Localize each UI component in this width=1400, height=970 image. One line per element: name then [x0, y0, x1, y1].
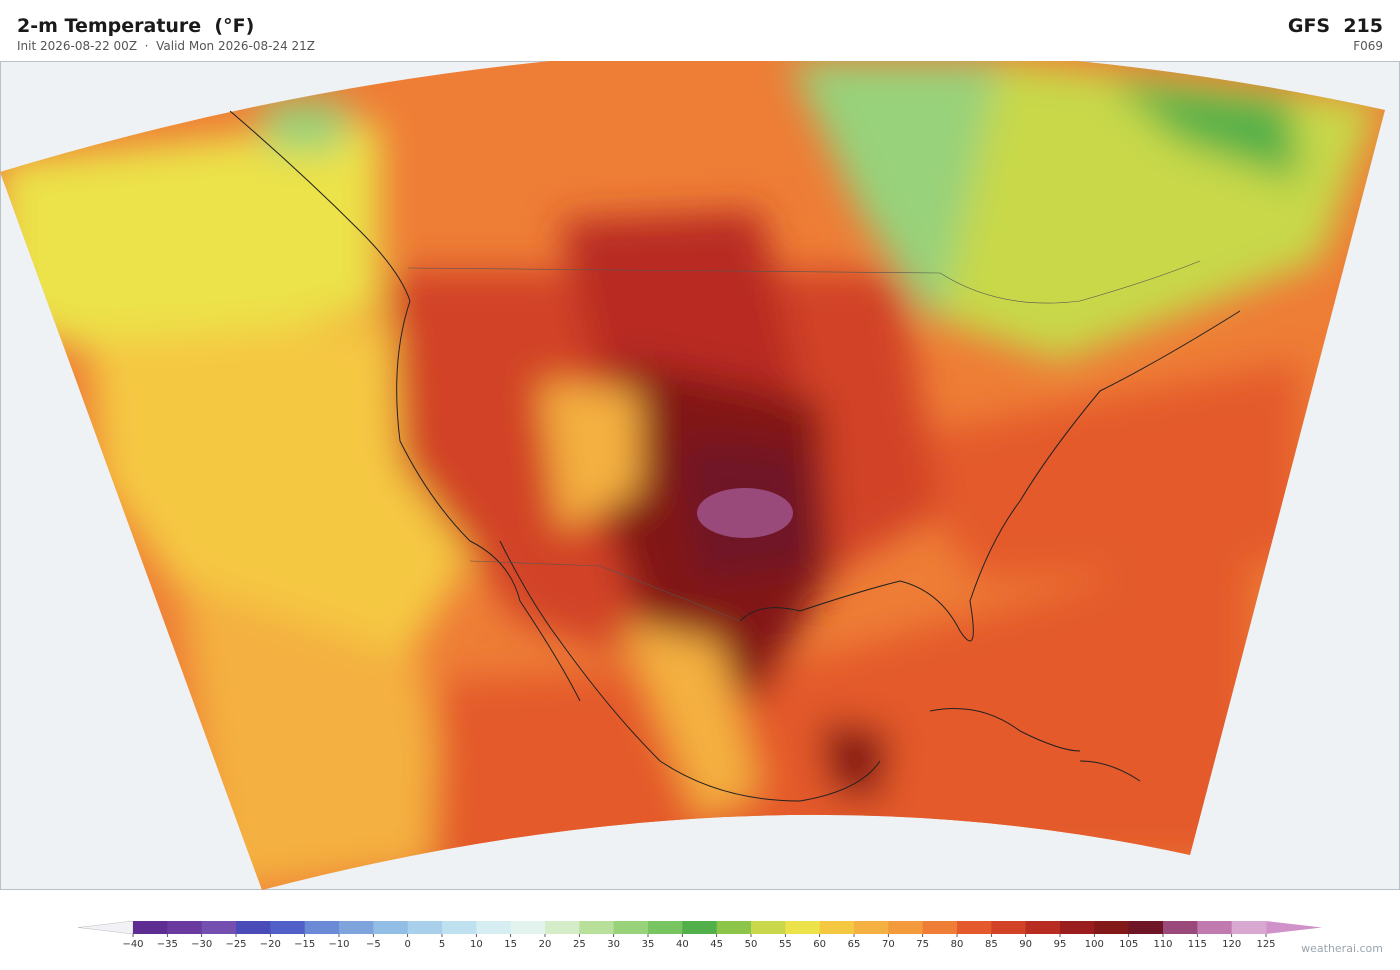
colorbar-tick-label: 40	[676, 939, 689, 950]
colorbar-tick-label: 25	[573, 939, 586, 950]
colorbar-tick-label: 60	[813, 939, 826, 950]
colorbar-extend-low	[77, 920, 134, 935]
colorbar-segment	[957, 921, 992, 934]
colorbar-tick-label: 65	[848, 939, 861, 950]
colorbar-tick-label: 50	[745, 939, 758, 950]
borders	[407, 260, 1201, 622]
colorbar-segment	[648, 921, 683, 934]
colorbar-tick-label: −10	[328, 939, 349, 950]
colorbar-tick-label: 105	[1119, 939, 1138, 950]
colorbar-tick-label: 45	[710, 939, 723, 950]
colorbar-segment	[304, 921, 340, 934]
colorbar-tick-label: −25	[225, 939, 246, 950]
hot-spot	[697, 488, 793, 538]
colorbar-segment	[373, 921, 409, 934]
colorbar-segment	[716, 921, 752, 934]
colorbar-tick-label: −15	[294, 939, 315, 950]
colorbar-segment	[1197, 921, 1233, 934]
colorbar-segment	[1128, 921, 1164, 934]
colorbar-segment	[1025, 921, 1061, 934]
credit: weatherai.com	[1301, 942, 1383, 955]
colorbar-tick-label: 75	[916, 939, 929, 950]
colorbar-tick-label: 70	[882, 939, 895, 950]
colorbar-segment	[1163, 921, 1198, 934]
colorbar-segment	[785, 921, 821, 934]
colorbar-segment	[854, 921, 889, 934]
colorbar-tick-label: 115	[1188, 939, 1207, 950]
temperature-field	[0, 61, 1385, 890]
colorbar-segment	[613, 921, 649, 934]
colorbar-tick-label: −35	[157, 939, 178, 950]
colorbar-tick-label: 15	[504, 939, 517, 950]
colorbar-tick-label: 125	[1256, 939, 1275, 950]
colorbar-tick-label: 85	[985, 939, 998, 950]
colorbar-tick-label: 5	[439, 939, 445, 950]
colorbar-segment	[133, 921, 168, 934]
colorbar-tick-label: 20	[539, 939, 552, 950]
colorbar-tick-label: −5	[366, 939, 381, 950]
colorbar-segment	[339, 921, 374, 934]
colorbar-segment	[682, 921, 718, 934]
colorbar-tick-label: 55	[779, 939, 792, 950]
colorbar: −40 −35 −30 −25 −20 −15 −10 −5 0 5 10 15 20 25 30 35 40 4…	[77, 920, 1322, 950]
colorbar-segment	[1094, 921, 1130, 934]
colorbar-segment	[476, 921, 512, 934]
colorbar-segment	[922, 921, 958, 934]
colorbar-segment	[819, 921, 855, 934]
colorbar-tick-label: 30	[607, 939, 620, 950]
colorbar-tick-label: 10	[470, 939, 483, 950]
colorbar-segment	[236, 921, 271, 934]
forecast-hour: F069	[1353, 39, 1383, 53]
colorbar-tick-label: 90	[1019, 939, 1032, 950]
colorbar-segment	[442, 921, 477, 934]
map	[0, 61, 1400, 890]
subtitle: Init 2026-08-22 00Z · Valid Mon 2026-08-…	[17, 39, 316, 53]
colorbar-segment	[270, 921, 306, 934]
colorbar-tick-label: 80	[951, 939, 964, 950]
colorbar-segment	[545, 921, 580, 934]
colorbar-tick-label: 95	[1054, 939, 1067, 950]
colorbar-tick-label: −20	[260, 939, 281, 950]
colorbar-segment	[751, 921, 786, 934]
colorbar-segment	[888, 921, 924, 934]
colorbar-segment	[510, 921, 546, 934]
colorbar-segment	[407, 921, 443, 934]
colorbar-tick-label: 110	[1153, 939, 1172, 950]
coastlines	[229, 110, 1241, 802]
colorbar-extend-high	[1266, 921, 1322, 934]
colorbar-tick-label: 0	[404, 939, 410, 950]
colorbar-segment	[167, 921, 203, 934]
colorbar-tick-label: −40	[122, 939, 143, 950]
colorbar-tick-label: −30	[191, 939, 212, 950]
colorbar-segment	[579, 921, 615, 934]
colorbar-segment	[201, 921, 237, 934]
colorbar-segment	[1060, 921, 1095, 934]
colorbar-segment	[1231, 921, 1267, 934]
colorbar-segment	[991, 921, 1027, 934]
model-name: GFS 215	[1287, 15, 1383, 37]
title: 2-m Temperature (°F)	[17, 15, 255, 37]
colorbar-tick-label: 120	[1222, 939, 1241, 950]
colorbar-tick-label: 100	[1085, 939, 1104, 950]
colorbar-tick-label: 35	[642, 939, 655, 950]
